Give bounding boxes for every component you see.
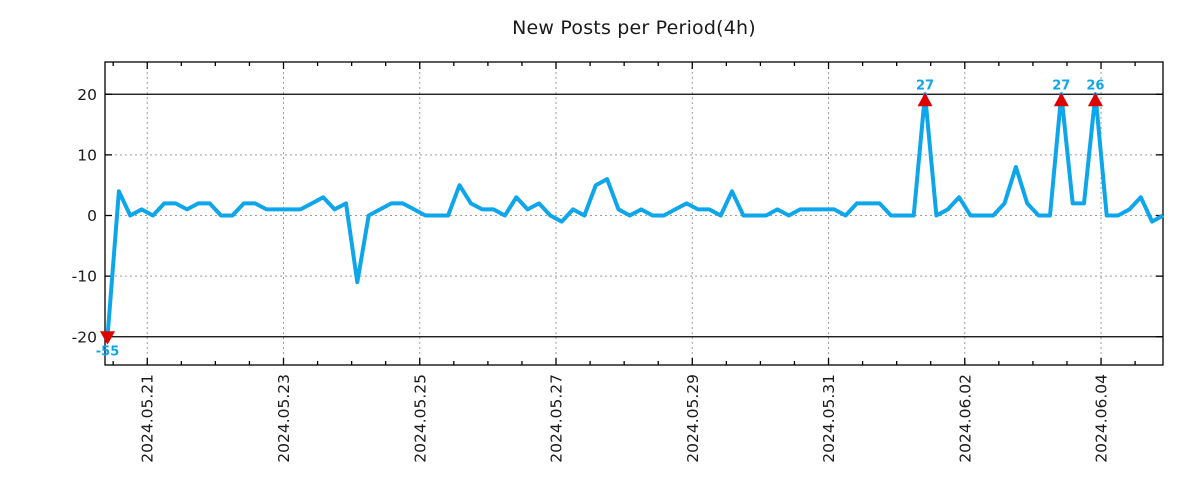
- dip-value-label: -55: [96, 344, 120, 359]
- x-tick-label: 2024.05.25: [411, 374, 429, 463]
- plot-border: [104, 61, 1164, 366]
- y-tick-label: 20: [77, 86, 97, 104]
- x-tick-label: 2024.05.27: [548, 374, 566, 463]
- peak-marker-icon: [1087, 92, 1103, 107]
- x-tick-label: 2024.05.23: [275, 374, 293, 463]
- peak-value-label: 27: [1052, 78, 1070, 93]
- series-line: [105, 92, 1164, 337]
- peak-value-label: 27: [916, 78, 934, 93]
- x-tick-label: 2024.05.21: [139, 374, 157, 463]
- peak-marker-icon: [917, 92, 933, 107]
- y-tick-label: 10: [77, 146, 97, 164]
- tick-labels: 2024.05.21 2024.05.23 2024.05.25 2024.05.27…: [72, 86, 1111, 463]
- x-tick-label: 2024.06.02: [956, 374, 974, 463]
- annotations: -55 27 27 26: [96, 78, 1105, 359]
- x-tick-label: 2024.05.31: [820, 374, 838, 463]
- y-tick-label: -10: [72, 268, 97, 286]
- peak-value-label: 26: [1086, 78, 1104, 93]
- x-tick-label: 2024.05.29: [684, 374, 702, 463]
- y-tick-label: 0: [87, 207, 97, 225]
- chart-title: New Posts per Period(4h): [512, 17, 756, 39]
- x-tick-label: 2024.06.04: [1093, 374, 1111, 463]
- y-tick-label: -20: [72, 328, 97, 346]
- series: [105, 92, 1164, 337]
- dip-marker-icon: [100, 331, 115, 345]
- axes: [104, 61, 1164, 366]
- peak-marker-icon: [1053, 92, 1069, 107]
